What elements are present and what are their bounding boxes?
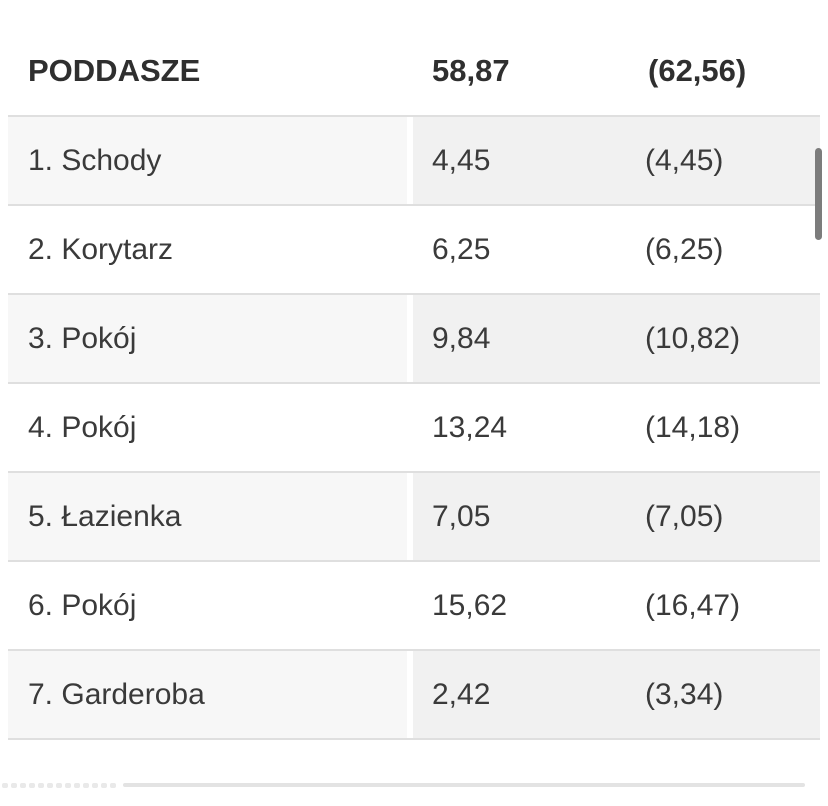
room-name: 2. Korytarz <box>28 232 174 266</box>
room-gross-area: (4,45) <box>645 143 724 177</box>
row-divider <box>8 560 820 562</box>
room-gross-area: (10,82) <box>645 321 741 355</box>
room-net-area: 9,84 <box>432 321 491 355</box>
room-gross-area: (6,25) <box>645 232 724 266</box>
row-divider <box>8 471 820 473</box>
vertical-scrollbar-thumb[interactable] <box>815 148 822 240</box>
cutoff-next-section-text <box>2 783 116 788</box>
row-name-cell-bg <box>8 117 407 204</box>
row-divider <box>8 382 820 384</box>
floor-net-area: 58,87 <box>432 53 510 88</box>
row-divider <box>8 649 820 651</box>
room-net-area: 4,45 <box>432 143 491 177</box>
table-row: 2. Korytarz 6,25 (6,25) <box>0 206 828 295</box>
table-row: 4. Pokój 13,24 (14,18) <box>0 384 828 473</box>
room-net-area: 7,05 <box>432 499 491 533</box>
cutoff-divider-line <box>123 783 805 787</box>
room-name: 4. Pokój <box>28 410 137 444</box>
room-net-area: 6,25 <box>432 232 491 266</box>
row-divider <box>8 204 820 206</box>
floor-name: PODDASZE <box>28 53 201 88</box>
room-gross-area: (16,47) <box>645 588 741 622</box>
table-row: 6. Pokój 15,62 (16,47) <box>0 562 828 651</box>
table-row: 7. Garderoba 2,42 (3,34) <box>0 651 828 740</box>
table-row: 3. Pokój 9,84 (10,82) <box>0 295 828 384</box>
table-row: 1. Schody 4,45 (4,45) <box>0 117 828 206</box>
row-divider <box>8 738 820 740</box>
row-values-cell-bg <box>413 473 820 560</box>
room-name: 3. Pokój <box>28 321 137 355</box>
row-values-cell-bg <box>413 295 820 382</box>
room-name: 1. Schody <box>28 143 162 177</box>
room-net-area: 15,62 <box>432 588 508 622</box>
room-name: 7. Garderoba <box>28 677 205 711</box>
row-name-cell-bg <box>8 651 407 738</box>
room-net-area: 2,42 <box>432 677 491 711</box>
room-name: 6. Pokój <box>28 588 137 622</box>
row-name-cell-bg <box>8 473 407 560</box>
room-gross-area: (7,05) <box>645 499 724 533</box>
floor-gross-area: (62,56) <box>648 53 747 88</box>
row-values-cell-bg <box>413 117 820 204</box>
room-gross-area: (14,18) <box>645 410 741 444</box>
table-row: 5. Łazienka 7,05 (7,05) <box>0 473 828 562</box>
room-name: 5. Łazienka <box>28 499 182 533</box>
row-divider <box>8 293 820 295</box>
room-gross-area: (3,34) <box>645 677 724 711</box>
floor-header-row: PODDASZE 58,87 (62,56) <box>0 27 828 117</box>
row-name-cell-bg <box>8 295 407 382</box>
header-divider <box>8 115 820 117</box>
room-list: 1. Schody 4,45 (4,45) 2. Korytarz 6,25 (… <box>0 117 828 740</box>
room-net-area: 13,24 <box>432 410 508 444</box>
row-values-cell-bg <box>413 651 820 738</box>
